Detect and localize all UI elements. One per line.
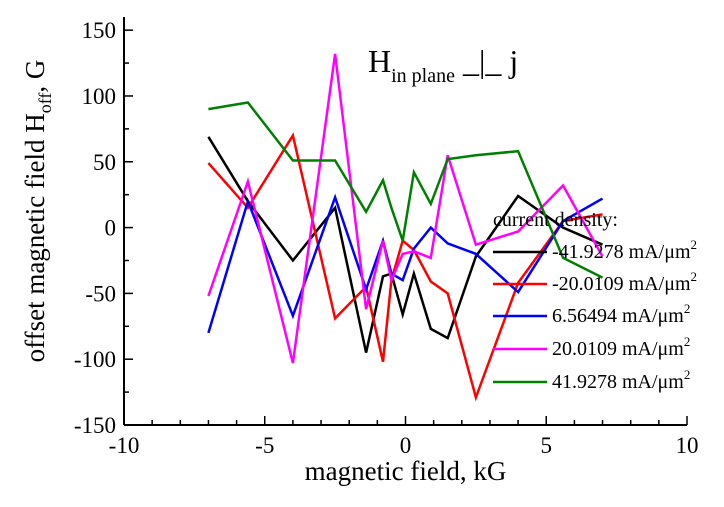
series-line-4: [207, 53, 604, 364]
legend-label-sup: 2: [684, 367, 691, 382]
legend-label-text: -41.9278 mA/μm: [552, 241, 691, 263]
legend-label-5: 41.9278 mA/μm2: [552, 367, 690, 393]
legend-label-1: -41.9278 mA/μm2: [552, 237, 697, 263]
y-tick-label: 100: [82, 84, 117, 109]
x-tick-label: -10: [109, 433, 140, 458]
y-tick-label: -150: [74, 413, 116, 438]
y-tick-label: 0: [105, 216, 117, 241]
legend-label-text: 6.56494 mA/μm: [552, 305, 684, 327]
legend-label-sup: 2: [684, 301, 691, 316]
x-axis-label: magnetic field, kG: [305, 456, 507, 486]
x-tick-label: -5: [255, 433, 274, 458]
y-tick-label: -50: [85, 281, 116, 306]
series-line-3: [207, 193, 604, 334]
legend-label-2: -20.0109 mA/μm2: [552, 269, 697, 295]
y-axis-label: offset magnetic field Hoff, G: [20, 60, 55, 363]
chart-title-rest: _|_ j: [455, 43, 518, 79]
legend-label-text: 41.9278 mA/μm: [552, 371, 684, 393]
series-line-1: [207, 136, 603, 353]
y-axis-label-rest: , G: [20, 60, 50, 93]
legend-label-sup: 2: [691, 237, 698, 252]
legend-label-text: -20.0109 mA/μm: [552, 273, 691, 295]
chart-title-sub: in plane: [391, 65, 455, 87]
x-tick-label: 5: [541, 433, 553, 458]
series-group: [207, 53, 604, 402]
legend-title: current density:: [493, 209, 618, 231]
legend-label-3: 6.56494 mA/μm2: [552, 301, 690, 327]
series-line-2: [207, 132, 603, 402]
legend-label-text: 20.0109 mA/μm: [552, 338, 684, 360]
y-tick-label: 150: [82, 18, 117, 43]
series-line-5: [208, 101, 604, 279]
y-axis-label-main: offset magnetic field H: [20, 113, 50, 362]
x-tick-label: 0: [400, 433, 412, 458]
chart-title-main: H: [368, 43, 391, 79]
chart-title: Hin plane _|_ j: [368, 43, 518, 87]
y-tick-label: -100: [74, 347, 116, 372]
legend-label-4: 20.0109 mA/μm2: [552, 334, 690, 360]
y-tick-label: 50: [93, 150, 116, 175]
legend-label-sup: 2: [691, 269, 698, 284]
y-axis-label-sub: off: [35, 93, 55, 114]
x-tick-label: 10: [676, 433, 699, 458]
legend-label-sup: 2: [684, 334, 691, 349]
